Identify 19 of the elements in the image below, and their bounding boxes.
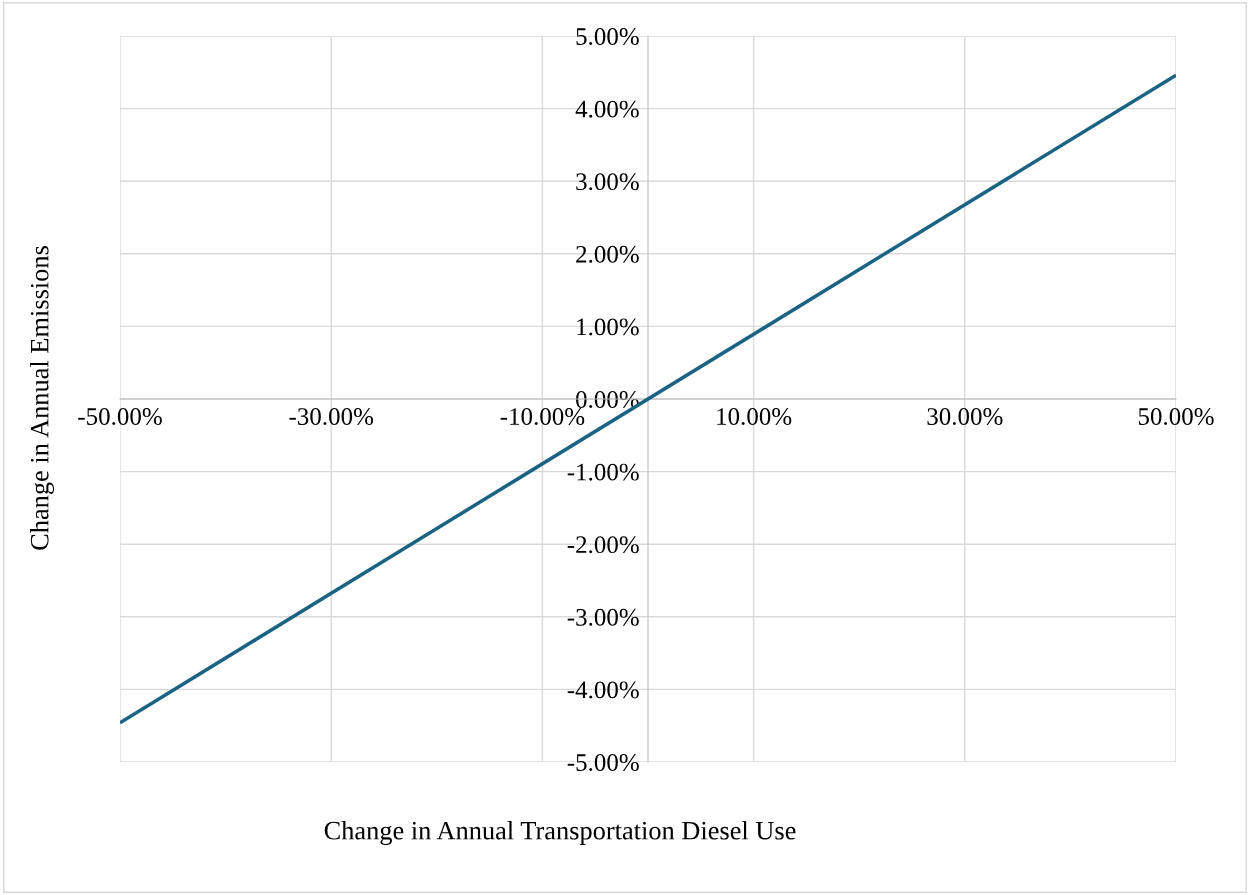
y-tick-label: -2.00% xyxy=(567,536,639,554)
y-axis-title: Change in Annual Emissions xyxy=(30,246,54,550)
x-tick-label: 10.00% xyxy=(717,408,792,426)
y-tick-label: 2.00% xyxy=(576,245,639,263)
x-tick-label: -10.00% xyxy=(500,408,585,426)
y-tick-label: 5.00% xyxy=(576,28,639,46)
y-tick-label: 1.00% xyxy=(577,318,639,336)
y-tick-label: -4.00% xyxy=(567,681,639,699)
y-tick-label: 0.00% xyxy=(576,391,639,409)
y-tick-label: -3.00% xyxy=(567,608,639,626)
y-tick-label: -1.00% xyxy=(567,463,639,481)
x-tick-label: -30.00% xyxy=(289,408,374,426)
x-tick-label: -50.00% xyxy=(78,408,162,426)
y-tick-label: 4.00% xyxy=(575,100,639,118)
x-tick-label: 50.00% xyxy=(1138,408,1214,426)
x-axis-title: Change in Annual Transportation Diesel Use xyxy=(324,821,796,845)
x-tick-label: 30.00% xyxy=(927,408,1003,426)
y-tick-label: 3.00% xyxy=(576,173,639,191)
y-tick-label: -5.00% xyxy=(567,754,639,772)
